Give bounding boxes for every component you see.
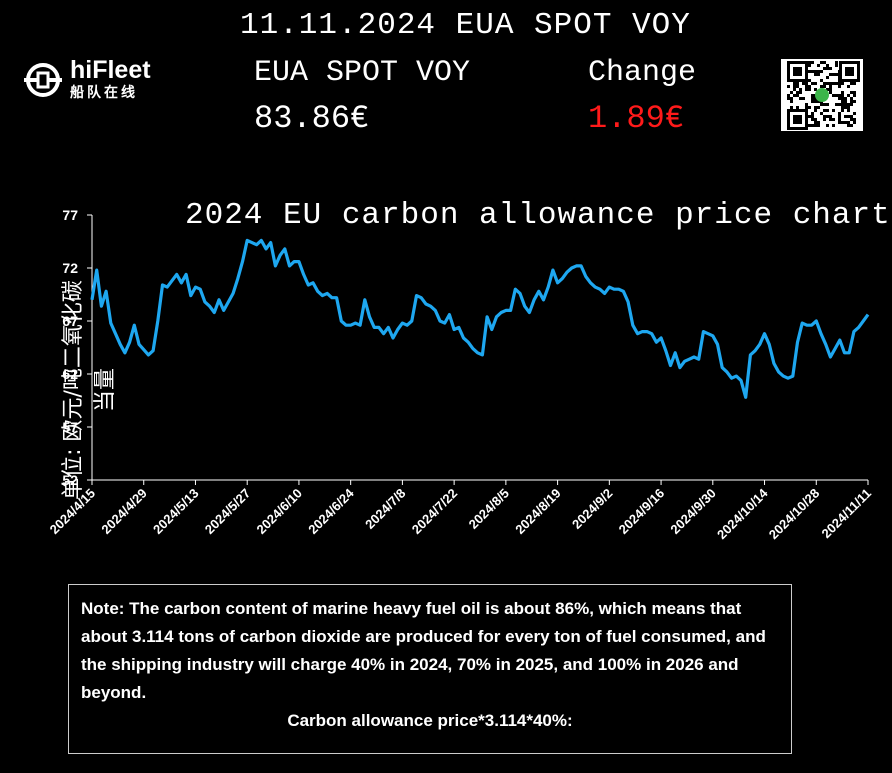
x-tick-label: 2024/11/11 [819, 486, 875, 542]
x-tick-label: 2024/6/10 [254, 486, 306, 538]
x-tick-label: 2024/4/29 [98, 486, 150, 538]
logo-globe-icon [24, 63, 62, 97]
y-tick-label: 57 [62, 419, 78, 435]
x-tick-label: 2024/8/5 [466, 486, 512, 532]
chart-title: 2024 EU carbon allowance price chart [185, 198, 891, 233]
logo-subtitle: 船队在线 [70, 84, 138, 100]
spot-label: EUA SPOT VOY [254, 56, 471, 90]
qr-code-icon [787, 61, 860, 130]
x-tick-label: 2024/4/15 [47, 486, 99, 538]
hifleet-logo: hiFleet 船队在线 [22, 58, 151, 102]
note-formula: Carbon allowance price*3.114*40%: [287, 711, 573, 730]
x-tick-label: 2024/5/27 [202, 486, 254, 538]
x-tick-label: 2024/6/24 [305, 485, 357, 537]
x-tick-label: 2024/7/22 [409, 486, 461, 538]
price-series-line [90, 238, 870, 399]
note-box: Note: The carbon content of marine heavy… [68, 584, 792, 754]
y-tick-label: 77 [62, 207, 78, 223]
x-tick-label: 2024/9/30 [667, 486, 719, 538]
x-tick-label: 2024/10/28 [766, 486, 823, 543]
y-tick-label: 62 [62, 366, 78, 382]
x-tick-label: 2024/5/13 [150, 486, 202, 538]
note-text: Note: The carbon content of marine heavy… [81, 599, 766, 702]
x-tick-label: 2024/9/16 [616, 486, 668, 538]
x-tick-label: 2024/9/2 [569, 486, 615, 532]
x-tick-label: 2024/8/19 [512, 486, 564, 538]
date-title: 11.11.2024 EUA SPOT VOY [240, 8, 691, 43]
y-tick-label: 52 [62, 472, 78, 488]
change-value: 1.89€ [588, 100, 685, 137]
x-tick-label: 2024/10/14 [714, 485, 771, 542]
spot-value: 83.86€ [254, 100, 370, 137]
x-tick-label: 2024/7/8 [362, 486, 408, 532]
y-tick-label: 67 [62, 313, 78, 329]
logo-brand: hiFleet [70, 56, 151, 84]
change-label: Change [588, 56, 697, 90]
y-tick-label: 72 [62, 260, 78, 276]
qr-code [781, 59, 863, 131]
